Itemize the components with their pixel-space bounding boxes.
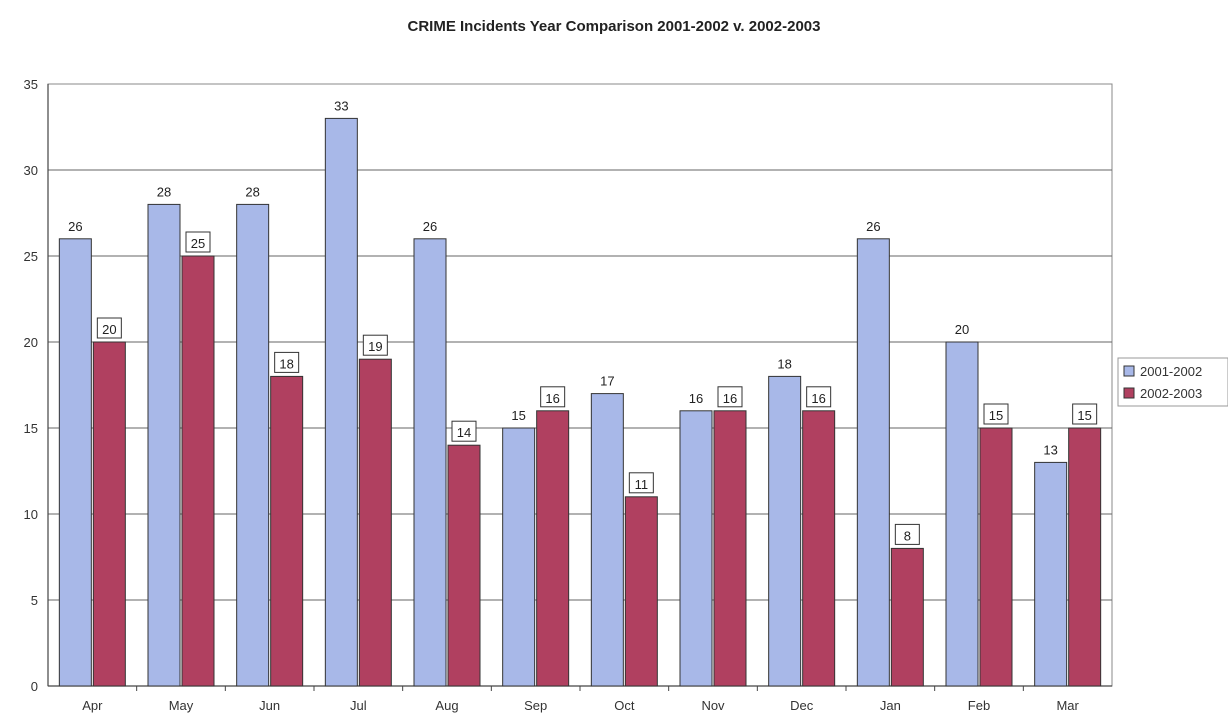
- y-tick-label: 20: [24, 335, 38, 350]
- bar-2002-2003: [92, 341, 126, 687]
- bar-2001-2002: [58, 238, 92, 687]
- data-label-box: [451, 420, 477, 442]
- bar-2002-2003: [802, 410, 836, 687]
- bar-2001-2002: [236, 203, 270, 687]
- data-label: 26: [866, 219, 880, 234]
- data-label-box: [362, 334, 388, 356]
- data-label: 26: [68, 219, 82, 234]
- bar-2002-2003: [890, 547, 924, 687]
- y-tick-label: 10: [24, 507, 38, 522]
- x-tick-label: Jan: [880, 698, 901, 713]
- legend-swatch: [1123, 365, 1135, 377]
- bar-2001-2002: [1034, 461, 1068, 687]
- bar-2001-2002: [945, 341, 979, 687]
- x-tick-label: Jul: [350, 698, 367, 713]
- data-label: 15: [1077, 408, 1091, 423]
- data-label-box: [894, 523, 920, 545]
- bar-2001-2002: [147, 203, 181, 687]
- data-label: 14: [457, 425, 471, 440]
- data-label-box: [96, 317, 122, 339]
- data-label: 18: [279, 356, 293, 371]
- data-label-box: [717, 386, 743, 408]
- bar-2002-2003: [447, 444, 481, 687]
- x-tick-label: Jun: [259, 698, 280, 713]
- bar-2002-2003: [713, 410, 747, 687]
- data-label: 13: [1043, 442, 1057, 457]
- bar-2002-2003: [181, 255, 215, 687]
- y-tick-label: 5: [31, 593, 38, 608]
- legend-box: [1117, 357, 1228, 407]
- legend: 2001-2002 2002-2003: [1117, 357, 1228, 407]
- x-tick-label: Aug: [435, 698, 458, 713]
- x-tick-label: Sep: [524, 698, 547, 713]
- x-tick-label: Feb: [968, 698, 990, 713]
- bar-2002-2003: [358, 358, 392, 687]
- data-label-box: [628, 472, 654, 494]
- y-tick-label: 0: [31, 679, 38, 694]
- gridlines: [47, 83, 1113, 687]
- data-label: 18: [777, 356, 791, 371]
- data-label-box: [1072, 403, 1098, 425]
- x-tick-label: Mar: [1056, 698, 1079, 713]
- data-label-box: [185, 231, 211, 253]
- data-label: 25: [191, 236, 205, 251]
- data-label: 16: [811, 391, 825, 406]
- bar-2001-2002: [502, 427, 536, 687]
- bar-2002-2003: [624, 496, 658, 687]
- data-label: 15: [989, 408, 1003, 423]
- data-label: 17: [600, 374, 614, 389]
- y-tick-label: 25: [24, 249, 38, 264]
- bars: [58, 117, 1102, 687]
- data-label: 16: [545, 391, 559, 406]
- axes: 0 5 10 15 20 25 30 35 Apr May Jun Jul Aug Sep Oct Nov De…: [24, 77, 1112, 713]
- y-tick-label: 30: [24, 163, 38, 178]
- x-tick-label: May: [169, 698, 194, 713]
- data-label: 20: [955, 322, 969, 337]
- bar-2002-2003: [270, 375, 304, 687]
- bar-2001-2002: [856, 238, 890, 687]
- y-tick-label: 35: [24, 77, 38, 92]
- bar-2001-2002: [590, 393, 624, 687]
- data-label-box: [274, 351, 300, 373]
- data-label: 8: [904, 528, 911, 543]
- x-tick-label: Dec: [790, 698, 814, 713]
- data-label: 19: [368, 339, 382, 354]
- data-label-box: [540, 386, 566, 408]
- x-tick-label: Nov: [701, 698, 725, 713]
- x-tick-label: Apr: [82, 698, 103, 713]
- data-label: 28: [157, 184, 171, 199]
- legend-label: 2001-2002: [1140, 364, 1202, 379]
- data-label-box: [983, 403, 1009, 425]
- bar-2001-2002: [324, 117, 358, 687]
- data-label: 16: [689, 391, 703, 406]
- data-label-box: [806, 386, 832, 408]
- data-labels: 26 20 28 25 28 18 33 19 26 14 15 16 17 11 16 16 18 16 26 8 2…: [68, 98, 1098, 545]
- chart-title: CRIME Incidents Year Comparison 2001-200…: [407, 18, 821, 35]
- legend-label: 2002-2003: [1140, 386, 1202, 401]
- bar-2002-2003: [1068, 427, 1102, 687]
- bar-2002-2003: [979, 427, 1013, 687]
- bar-2001-2002: [413, 238, 447, 687]
- bar-2001-2002: [768, 375, 802, 687]
- legend-swatch: [1123, 387, 1135, 399]
- data-label: 28: [245, 184, 259, 199]
- data-label: 11: [635, 477, 649, 492]
- x-tick-label: Oct: [614, 698, 635, 713]
- plot-area: [47, 83, 1113, 687]
- bar-2002-2003: [536, 410, 570, 687]
- data-label: 26: [423, 219, 437, 234]
- data-label: 20: [102, 322, 116, 337]
- data-label: 15: [511, 408, 525, 423]
- y-tick-label: 15: [24, 421, 38, 436]
- data-label: 16: [723, 391, 737, 406]
- bar-2001-2002: [679, 410, 713, 687]
- data-label: 33: [334, 98, 348, 113]
